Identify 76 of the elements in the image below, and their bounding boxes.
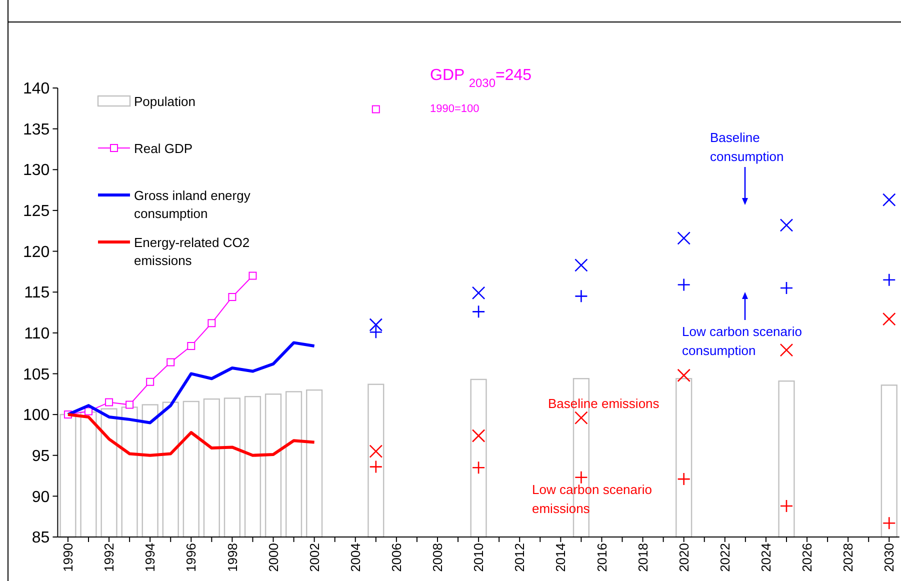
x-tick-label: 2030 (882, 543, 897, 572)
x-tick-label: 2012 (512, 543, 528, 572)
text: Low carbon scenario consumption (682, 324, 802, 358)
point (472, 305, 486, 318)
point (187, 342, 196, 350)
x-tick-label: 2002 (306, 543, 322, 572)
point (677, 472, 690, 486)
point (146, 378, 154, 386)
point (882, 273, 896, 286)
y-tick-label: 105 (22, 366, 50, 384)
x-tick-label: 2028 (840, 543, 856, 572)
point (780, 218, 794, 232)
annotation: 1990=100 (430, 103, 480, 115)
x-tick-label: 2000 (266, 543, 281, 572)
x-tick-label: 2010 (471, 543, 486, 572)
x-tick-label: 2004 (348, 543, 363, 572)
point (369, 318, 383, 332)
y-tick-label: 115 (24, 284, 50, 302)
point (369, 444, 383, 458)
point (780, 499, 794, 513)
point (677, 368, 690, 382)
point (472, 286, 486, 300)
legend-label: Gross inland energy consumption (134, 188, 251, 221)
point (208, 319, 216, 328)
annotation: GDP $_{2030}$=245 (430, 67, 532, 90)
x-tick-label: 1992 (102, 543, 117, 572)
legend-label: Population (134, 94, 196, 109)
x-tick-label: 2024 (758, 543, 774, 572)
x-tick-label: 1994 (142, 543, 158, 572)
point (472, 429, 486, 442)
series-label: Baseline emissions (548, 396, 660, 411)
point (228, 292, 236, 301)
x-tick-label: 2014 (553, 543, 568, 572)
x-tick-label: 2016 (594, 543, 610, 572)
point (472, 460, 486, 474)
point (369, 460, 383, 474)
text: Baseline consumption (710, 130, 784, 164)
x-tick-label: 1990 (60, 543, 76, 572)
legend-label: Real GDP (134, 141, 193, 156)
y-tick-label: 110 (24, 326, 50, 343)
x-tick-label: 2006 (388, 543, 404, 572)
y-tick-label: 140 (22, 80, 50, 98)
point (780, 343, 794, 357)
y-tick-label: 130 (22, 162, 50, 180)
point (882, 312, 896, 326)
x-tick-label: 2022 (717, 543, 732, 572)
point (677, 278, 690, 292)
x-tick-label: 2020 (676, 543, 692, 572)
point (780, 281, 794, 295)
point (574, 258, 588, 272)
y-tick-label: 90 (32, 488, 50, 506)
y-tick-label: 85 (32, 530, 50, 547)
point (574, 411, 588, 424)
point (166, 358, 175, 366)
x-tick-label: 2026 (800, 543, 815, 572)
y-tick-label: 120 (22, 244, 50, 261)
x-tick-label: 2008 (430, 543, 446, 572)
x-tick-label: 2018 (635, 543, 650, 572)
point (369, 325, 383, 339)
point (677, 232, 690, 245)
point (574, 290, 588, 303)
point (105, 398, 114, 406)
point (84, 407, 92, 416)
y-tick-label: 135 (22, 121, 50, 138)
x-tick-label: 1998 (224, 543, 240, 572)
legend-label: Energy-related CO2 emissions (134, 235, 250, 268)
point (248, 272, 257, 280)
point (372, 105, 380, 114)
series-label: Low carbon scenario emissions (532, 482, 652, 516)
x-tick-label: 1996 (184, 543, 199, 572)
point (882, 193, 896, 206)
y-tick-label: 100 (22, 407, 50, 424)
y-tick-label: 125 (22, 203, 50, 220)
point (882, 516, 896, 530)
point (126, 400, 134, 409)
y-tick-label: 95 (32, 448, 50, 465)
